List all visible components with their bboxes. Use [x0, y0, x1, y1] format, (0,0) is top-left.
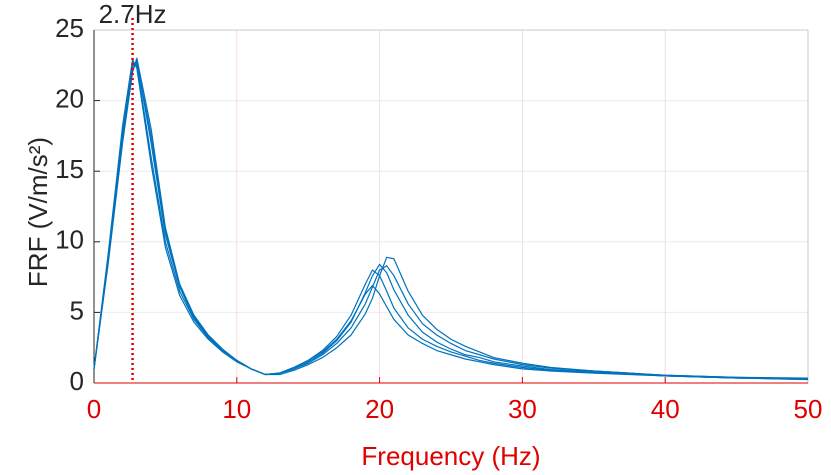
y-tick-label: 10: [55, 225, 84, 255]
y-tick-label: 0: [70, 366, 84, 396]
x-tick-label: 0: [87, 394, 101, 424]
y-axis-label: FRF (V/m/s²): [23, 137, 53, 287]
x-tick-label: 10: [222, 394, 251, 424]
data-line: [93, 61, 809, 381]
y-tick-label: 20: [55, 83, 84, 113]
x-tick-label: 50: [794, 394, 823, 424]
y-tick-label: 5: [70, 295, 84, 325]
y-tick-label: 25: [55, 13, 84, 43]
y-tick-label: 15: [55, 154, 84, 184]
annotation-label: 2.7Hz: [99, 0, 167, 29]
data-line: [93, 57, 809, 379]
plot-area: [94, 30, 808, 383]
x-axis-label: Frequency (Hz): [361, 441, 540, 471]
data-line: [93, 61, 809, 380]
data-line: [93, 60, 809, 380]
x-tick-label: 20: [365, 394, 394, 424]
x-tick-label: 30: [508, 394, 537, 424]
x-tick-label: 40: [651, 394, 680, 424]
data-line: [93, 59, 809, 381]
